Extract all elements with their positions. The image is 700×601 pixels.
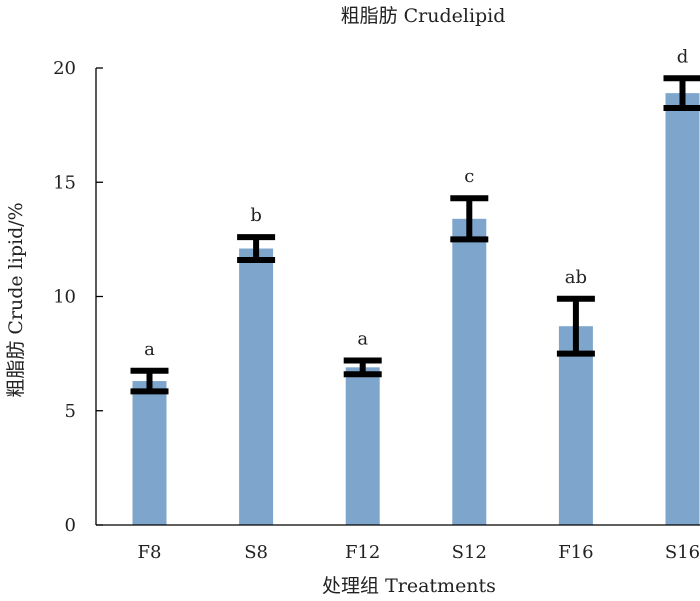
bar-s12 [452, 218, 487, 525]
x-axis-label: 处理组 Treatments [322, 575, 496, 597]
significance-label: c [464, 166, 474, 187]
bar-f8 [132, 381, 167, 525]
significance-label: b [250, 205, 262, 226]
bar-s16 [665, 93, 700, 525]
bars-group [132, 93, 700, 525]
y-tick-label: 15 [53, 172, 76, 193]
x-tick-label: F8 [138, 542, 162, 563]
x-tick-label: S12 [452, 542, 487, 563]
x-tick-label: F12 [345, 542, 380, 563]
chart-title: 粗脂肪 Crudelipid [341, 5, 506, 27]
x-tick-label: S8 [244, 542, 268, 563]
y-tick-label: 10 [53, 287, 76, 308]
bar-f16 [558, 326, 593, 525]
error-bars-group [130, 75, 700, 395]
significance-label: d [677, 46, 689, 67]
significance-label: a [357, 328, 368, 349]
y-axis-label: 粗脂肪 Crude lipid/% [5, 202, 27, 397]
significance-label: ab [565, 267, 587, 288]
x-tick-labels-group: F8 S8 F12 S12 F16 S16 [138, 542, 700, 563]
x-tick-label: S16 [665, 542, 700, 563]
y-tick-label: 0 [65, 515, 76, 536]
significance-label: a [144, 339, 155, 360]
bar-f12 [345, 367, 380, 525]
bar-s8 [239, 248, 274, 525]
y-tick-label: 20 [53, 58, 76, 79]
x-tick-label: F16 [558, 542, 593, 563]
y-tick-label: 5 [65, 401, 76, 422]
y-ticks-group: 0 5 10 15 20 [53, 58, 103, 536]
